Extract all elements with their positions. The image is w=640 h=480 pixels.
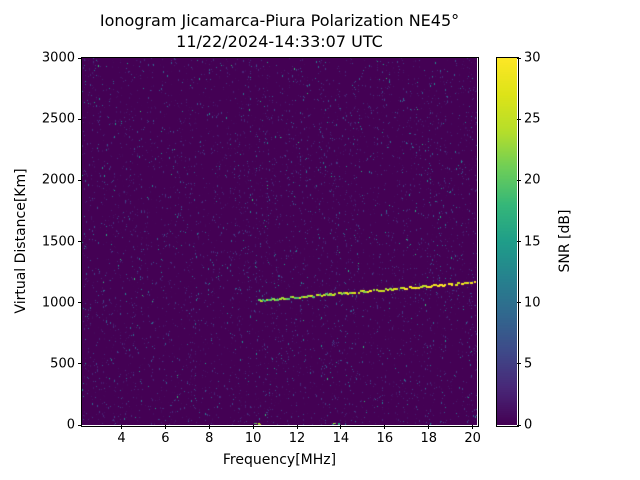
x-tick-label: 20	[464, 431, 481, 446]
y-tick-label: 2000	[41, 172, 75, 188]
y-axis-label: Virtual Distance[Km]	[13, 168, 29, 314]
x-tick-label: 14	[332, 431, 350, 446]
y-tick-label: 1000	[41, 295, 75, 311]
colorbar-tick-mark	[517, 241, 521, 242]
x-tick-label: 8	[205, 431, 214, 446]
colorbar-tick-mark	[517, 424, 521, 426]
colorbar-tick-label: 5	[524, 356, 533, 372]
chart-title-block: Ionogram Jicamarca-Piura Polarization NE…	[82, 11, 477, 53]
y-tick-label: 2500	[41, 111, 75, 127]
y-tick-label: 3000	[41, 50, 75, 66]
x-axis-label: Frequency[MHz]	[222, 452, 337, 468]
colorbar-gradient	[497, 58, 517, 425]
x-tick-label: 18	[420, 431, 437, 446]
y-tick-mark	[78, 363, 82, 365]
colorbar-tick-mark	[517, 118, 521, 120]
colorbar-tick-label: 10	[524, 295, 541, 311]
colorbar-tick-label: 30	[524, 50, 541, 66]
colorbar-tick-label: 25	[524, 111, 541, 127]
colorbar-tick-mark	[517, 179, 521, 181]
colorbar-tick-mark	[517, 57, 521, 59]
chart-title: Ionogram Jicamarca-Piura Polarization NE…	[99, 11, 460, 30]
ionogram-heatmap-canvas	[82, 58, 477, 425]
x-tick-mark	[121, 425, 122, 429]
x-tick-mark	[164, 425, 166, 429]
x-tick-label: 12	[288, 431, 306, 446]
x-tick-label: 10	[244, 431, 262, 446]
x-tick-mark	[208, 425, 210, 429]
colorbar-tick-label: 0	[524, 417, 533, 433]
x-tick-label: 16	[376, 431, 394, 446]
x-tick-mark	[428, 425, 430, 429]
chart-subtitle: 11/22/2024-14:33:07 UTC	[176, 31, 383, 51]
y-tick-mark	[78, 241, 82, 242]
x-tick-mark	[296, 425, 298, 429]
x-tick-label: 6	[161, 431, 170, 446]
x-tick-mark	[252, 425, 254, 429]
y-tick-mark	[78, 118, 82, 120]
colorbar-tick-label: 20	[524, 172, 541, 188]
y-tick-mark	[78, 302, 82, 304]
y-tick-label: 0	[66, 417, 75, 433]
colorbar-tick-mark	[517, 363, 521, 365]
y-tick-label: 500	[50, 356, 75, 372]
y-tick-mark	[78, 57, 82, 59]
colorbar-label: SNR [dB]	[557, 209, 573, 273]
x-tick-mark	[340, 425, 342, 429]
y-tick-label: 1500	[41, 234, 75, 249]
y-tick-mark	[78, 179, 82, 181]
x-tick-mark	[384, 425, 386, 429]
colorbar-tick-label: 15	[524, 234, 541, 249]
colorbar-tick-mark	[517, 302, 521, 304]
x-tick-mark	[472, 425, 474, 429]
x-tick-label: 4	[117, 431, 126, 446]
y-tick-mark	[78, 424, 82, 426]
